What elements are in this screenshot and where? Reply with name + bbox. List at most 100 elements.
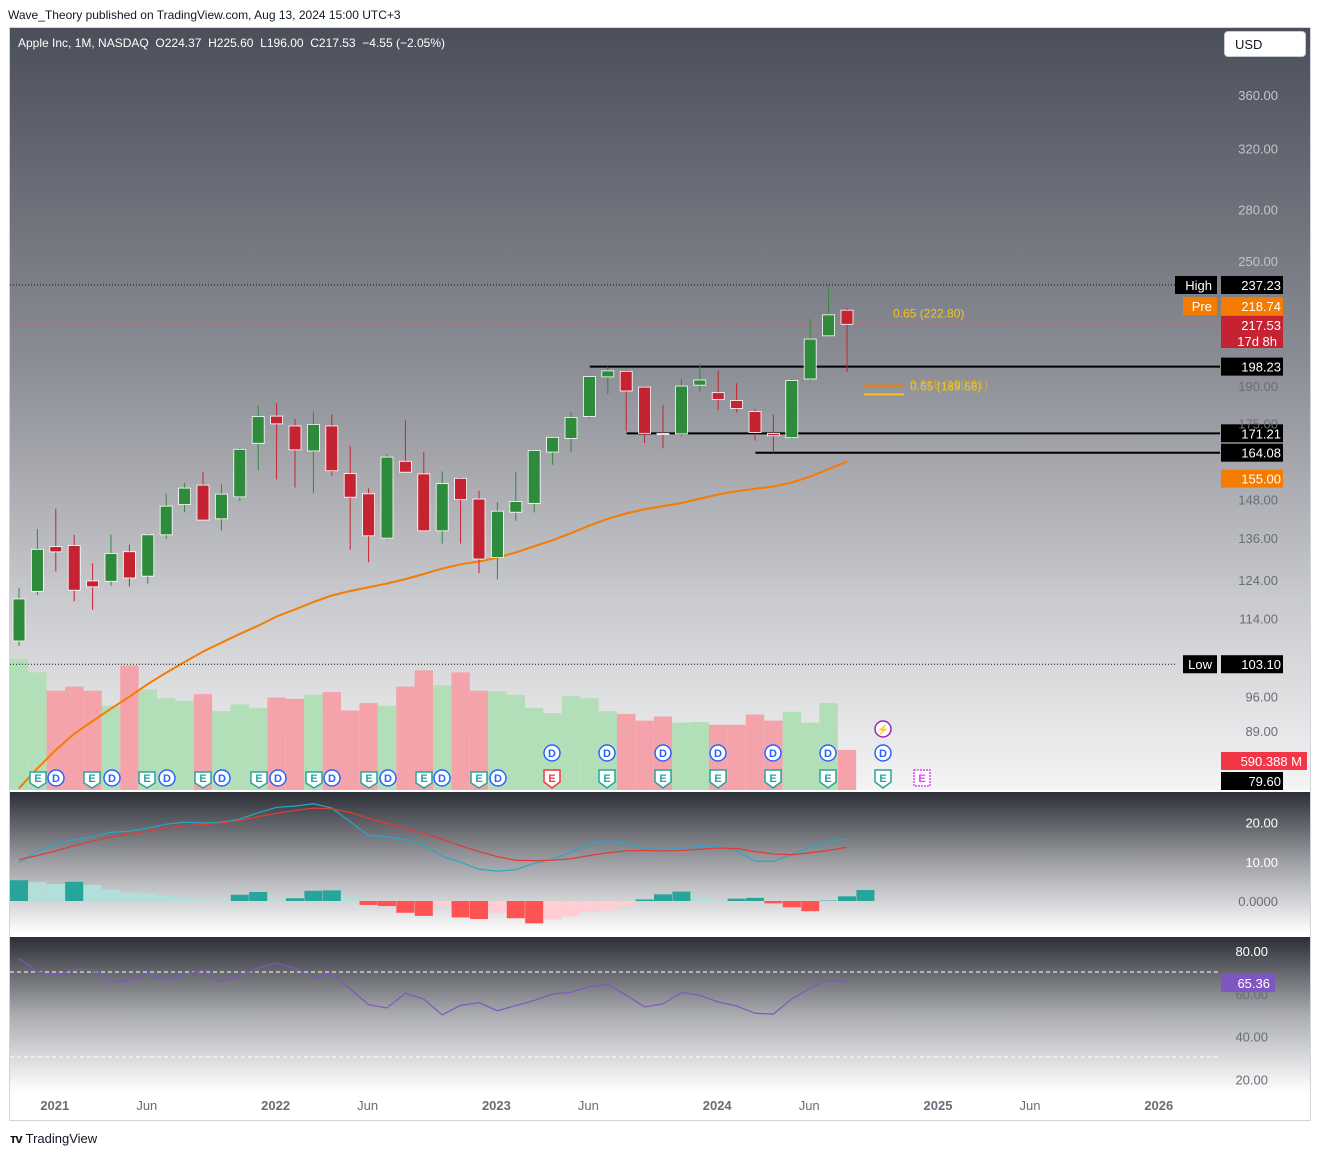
candle[interactable] xyxy=(67,534,81,602)
dividend-icon[interactable]: D xyxy=(709,744,727,762)
dividend-icon[interactable]: D xyxy=(819,744,837,762)
lightning-icon[interactable]: ⚡ xyxy=(874,720,892,738)
earnings-icon[interactable]: E xyxy=(305,771,323,789)
dividend-icon[interactable]: D xyxy=(323,769,341,787)
dividend-icon[interactable]: D xyxy=(489,769,507,787)
candle[interactable] xyxy=(86,563,99,610)
candle[interactable] xyxy=(104,534,118,586)
candle[interactable] xyxy=(675,379,688,437)
dividend-icon[interactable]: D xyxy=(433,769,451,787)
candle[interactable] xyxy=(398,420,412,473)
candle[interactable] xyxy=(730,383,743,413)
candle[interactable] xyxy=(214,483,228,531)
candle[interactable] xyxy=(159,493,173,539)
dividend-icon[interactable]: D xyxy=(158,769,176,787)
dividend-icon[interactable]: D xyxy=(654,744,672,762)
candle[interactable] xyxy=(417,452,431,532)
earnings-icon[interactable]: E xyxy=(360,771,378,789)
dividend-icon-shape xyxy=(598,744,616,762)
candle[interactable] xyxy=(785,378,799,439)
earnings-icon[interactable]: E xyxy=(764,769,782,789)
earnings-icon[interactable]: E xyxy=(138,771,156,789)
candle[interactable] xyxy=(822,284,835,337)
candle[interactable] xyxy=(141,533,155,584)
candle[interactable] xyxy=(472,490,486,574)
candle[interactable] xyxy=(30,528,44,596)
dividend-icon[interactable]: D xyxy=(379,769,397,787)
candle[interactable] xyxy=(362,488,376,563)
earnings-icon[interactable]: E xyxy=(874,769,892,789)
earnings-icon[interactable]: E xyxy=(470,771,488,789)
dividend-icon[interactable]: D xyxy=(269,769,287,787)
candle[interactable] xyxy=(490,502,504,580)
candle[interactable] xyxy=(49,508,63,572)
candle[interactable] xyxy=(306,411,320,494)
earnings-icon-shape xyxy=(305,771,323,789)
earnings-icon[interactable]: E xyxy=(598,769,616,789)
earnings-icon[interactable]: E xyxy=(819,769,837,789)
candle[interactable] xyxy=(251,405,265,471)
candle[interactable] xyxy=(380,454,394,540)
candle[interactable] xyxy=(693,363,707,392)
volume-bar xyxy=(138,689,157,790)
earnings-icon[interactable]: E xyxy=(654,769,672,789)
candle[interactable] xyxy=(343,446,357,550)
candle[interactable] xyxy=(803,318,817,381)
candle[interactable] xyxy=(583,375,596,419)
candle[interactable] xyxy=(767,414,780,453)
symbol-header: Apple Inc, 1M, NASDAQ O224.37 H225.60 L1… xyxy=(18,36,445,50)
earnings-icon[interactable]: E xyxy=(83,771,101,789)
currency-button[interactable]: USD xyxy=(1224,31,1306,57)
candle[interactable] xyxy=(123,544,136,587)
earnings-icon[interactable]: E xyxy=(543,769,561,789)
price-label-box xyxy=(1221,357,1283,376)
candle[interactable] xyxy=(748,409,762,441)
macd-histogram-bar xyxy=(690,897,709,901)
candle[interactable] xyxy=(564,412,578,453)
earnings-icon[interactable]: E xyxy=(250,771,268,789)
dividend-icon-letter: D xyxy=(769,748,777,760)
dividend-icon[interactable]: D xyxy=(874,744,892,762)
candle[interactable] xyxy=(12,587,26,647)
earnings-icon[interactable]: E xyxy=(415,771,433,789)
candle[interactable] xyxy=(435,471,449,544)
candle[interactable] xyxy=(546,436,559,465)
earnings-icon[interactable]: E xyxy=(29,771,47,789)
candle[interactable] xyxy=(288,418,302,488)
dividend-icon[interactable]: D xyxy=(47,769,65,787)
candle[interactable] xyxy=(178,483,192,513)
candle[interactable] xyxy=(196,471,210,521)
price-label-value: 171.21 xyxy=(1241,426,1281,441)
candle[interactable] xyxy=(638,385,651,444)
candle[interactable] xyxy=(270,403,284,480)
dividend-icon-shape xyxy=(323,769,341,787)
dividend-icon[interactable]: D xyxy=(598,744,616,762)
candle[interactable] xyxy=(233,448,247,502)
future-earnings-icon[interactable]: E xyxy=(913,769,931,787)
dividend-icon[interactable]: D xyxy=(543,744,561,762)
dividend-icon[interactable]: D xyxy=(213,769,231,787)
candle[interactable] xyxy=(454,477,468,544)
candle[interactable] xyxy=(656,404,670,449)
dividend-icon[interactable]: D xyxy=(103,769,121,787)
candle[interactable] xyxy=(325,414,339,476)
candle[interactable] xyxy=(509,471,523,521)
candle[interactable] xyxy=(601,366,615,395)
candle[interactable] xyxy=(527,450,541,513)
earnings-icon[interactable]: E xyxy=(709,769,727,789)
footer-brand[interactable]: ᴛv TradingView xyxy=(10,1131,97,1146)
earnings-icon-shape xyxy=(138,771,156,789)
candle-body xyxy=(656,432,670,435)
candle[interactable] xyxy=(619,370,633,432)
candle[interactable] xyxy=(711,370,725,411)
earnings-icon[interactable]: E xyxy=(194,771,212,789)
candle-body xyxy=(693,379,707,386)
price-tick-label: 360.00 xyxy=(1238,88,1278,103)
macd-histogram-bar xyxy=(764,901,783,904)
candle-body xyxy=(104,553,118,582)
macd-histogram-bar xyxy=(470,901,488,920)
candle[interactable] xyxy=(840,307,854,372)
volume-bar xyxy=(101,705,121,790)
dividend-icon[interactable]: D xyxy=(764,744,782,762)
